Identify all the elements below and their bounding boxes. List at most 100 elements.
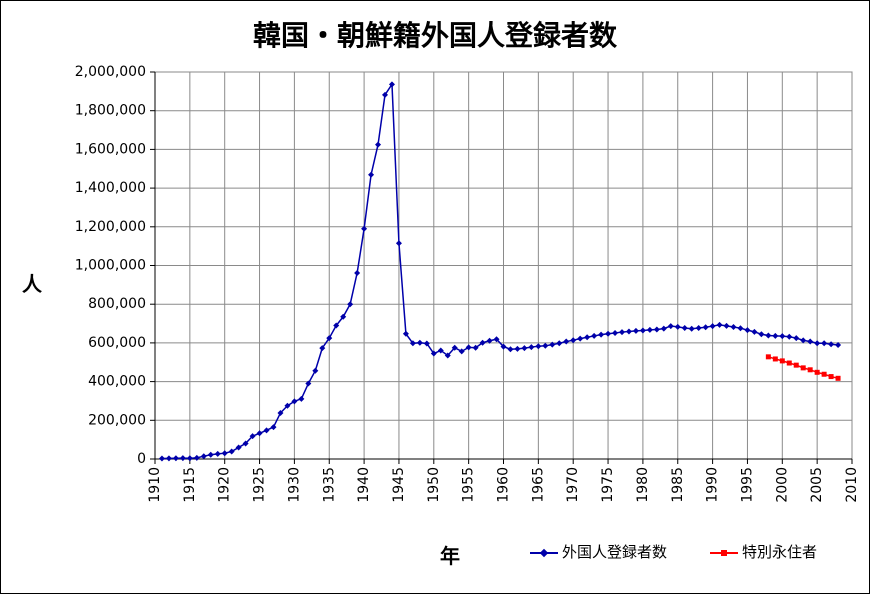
data-point-series-1 (653, 326, 660, 333)
data-point-series-2 (786, 360, 792, 366)
data-point-series-1 (786, 333, 793, 340)
data-point-series-1 (193, 454, 200, 461)
data-point-series-2 (779, 358, 785, 364)
legend-item-series-1: 外国人登録者数 (530, 541, 667, 562)
data-point-series-1 (451, 344, 458, 351)
data-point-series-1 (814, 340, 821, 347)
x-tick-label: 1920 (217, 467, 233, 503)
data-point-series-1 (416, 339, 423, 346)
data-point-series-1 (361, 225, 368, 232)
data-point-series-1 (277, 409, 284, 416)
data-point-series-2 (765, 354, 771, 360)
y-tick-label: 800,000 (88, 296, 146, 312)
data-point-series-1 (165, 455, 172, 462)
data-point-series-1 (835, 342, 842, 349)
data-point-series-1 (514, 345, 521, 352)
data-point-series-1 (382, 91, 389, 98)
legend-label-series-2: 特別永住者 (742, 543, 818, 561)
data-point-series-1 (270, 424, 277, 431)
x-tick-label: 1940 (356, 467, 372, 503)
data-point-series-1 (646, 326, 653, 333)
data-point-series-1 (500, 343, 507, 350)
x-tick-label: 1995 (739, 467, 755, 503)
data-point-series-1 (807, 338, 814, 345)
y-tick-label: 1,400,000 (75, 180, 146, 196)
x-axis-label: 年 (440, 544, 460, 568)
x-tick-label: 2000 (774, 467, 790, 503)
data-point-series-1 (200, 453, 207, 460)
data-point-series-1 (493, 336, 500, 343)
data-point-series-2 (835, 375, 841, 381)
x-tick-label: 1910 (147, 467, 163, 503)
x-tick-label: 1935 (321, 467, 337, 503)
data-point-series-1 (667, 323, 674, 330)
data-point-series-1 (479, 339, 486, 346)
data-point-series-1 (179, 455, 186, 462)
legend-label-series-1: 外国人登録者数 (562, 543, 668, 561)
data-point-series-2 (772, 356, 778, 362)
data-point-series-1 (535, 343, 542, 350)
data-point-series-2 (821, 371, 827, 377)
data-point-series-1 (312, 367, 319, 374)
data-point-series-1 (326, 335, 333, 342)
data-point-series-1 (730, 324, 737, 331)
data-point-series-1 (765, 332, 772, 339)
data-point-series-1 (821, 340, 828, 347)
data-point-series-1 (347, 301, 354, 308)
data-point-series-1 (158, 455, 165, 462)
data-point-series-1 (681, 325, 688, 332)
data-point-series-1 (458, 348, 465, 355)
data-point-series-1 (605, 330, 612, 337)
data-point-series-1 (284, 402, 291, 409)
data-point-series-1 (430, 350, 437, 357)
data-point-series-1 (256, 430, 263, 437)
y-tick-label: 1,000,000 (75, 258, 146, 274)
data-point-series-1 (437, 347, 444, 354)
data-point-series-1 (263, 427, 270, 434)
data-point-series-1 (674, 323, 681, 330)
data-point-series-1 (563, 338, 570, 345)
data-point-series-1 (221, 450, 228, 457)
data-point-series-2 (807, 367, 813, 373)
data-point-series-1 (368, 171, 375, 178)
data-point-series-1 (298, 395, 305, 402)
data-point-series-1 (737, 325, 744, 332)
data-point-series-1 (639, 327, 646, 334)
data-point-series-1 (772, 332, 779, 339)
data-point-series-1 (354, 270, 361, 277)
y-tick-label: 0 (137, 451, 146, 467)
data-point-series-1 (702, 324, 709, 331)
data-point-series-1 (744, 327, 751, 334)
data-point-series-1 (632, 327, 639, 334)
data-point-series-1 (486, 337, 493, 344)
y-tick-label: 600,000 (88, 335, 146, 351)
data-point-series-1 (556, 340, 563, 347)
x-tick-label: 1950 (426, 467, 442, 503)
y-tick-label: 400,000 (88, 374, 146, 390)
y-tick-label: 2,000,000 (75, 64, 146, 80)
data-point-series-1 (584, 334, 591, 341)
data-point-series-1 (305, 380, 312, 387)
data-point-series-1 (409, 340, 416, 347)
x-tick-label: 2010 (844, 467, 860, 503)
x-tick-label: 1930 (286, 467, 302, 503)
x-tick-label: 1980 (635, 467, 651, 503)
data-point-series-1 (340, 313, 347, 320)
data-point-series-2 (800, 365, 806, 371)
x-tick-label: 1955 (461, 467, 477, 503)
x-tick-label: 1925 (252, 467, 268, 503)
data-point-series-1 (779, 333, 786, 340)
x-tick-label: 1975 (600, 467, 616, 503)
data-point-series-1 (800, 337, 807, 344)
x-tick-label: 1945 (391, 467, 407, 503)
data-point-series-1 (172, 455, 179, 462)
data-point-series-1 (521, 345, 528, 352)
data-point-series-1 (186, 455, 193, 462)
x-tick-label: 1965 (530, 467, 546, 503)
y-tick-label: 1,600,000 (75, 141, 146, 157)
data-point-series-1 (828, 341, 835, 348)
x-tick-label: 1915 (182, 467, 198, 503)
data-point-series-1 (758, 331, 765, 338)
data-point-series-1 (612, 330, 619, 337)
